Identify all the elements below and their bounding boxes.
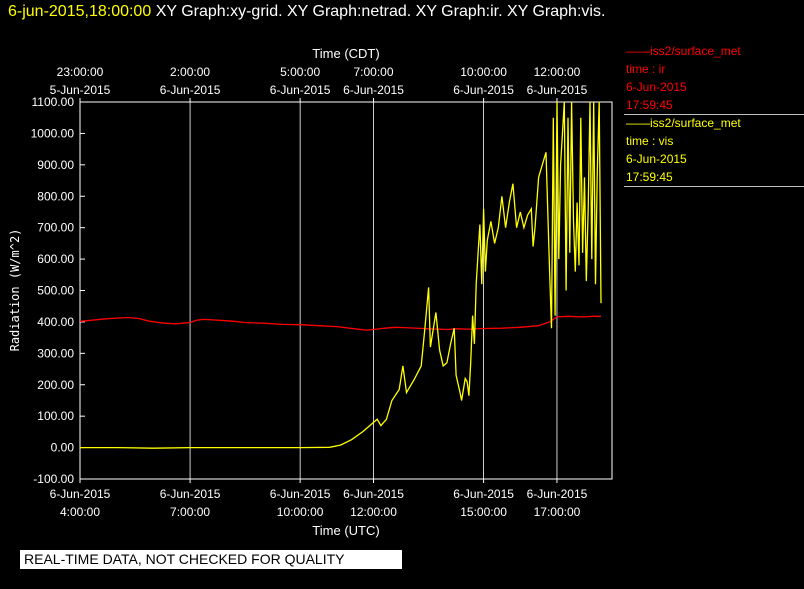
plot-frame [79,101,613,480]
legend-vis-station: iss2/surface_met [650,116,741,130]
bottom-tick-date: 6-Jun-2015 [50,487,111,501]
x-axis-title: Time (UTC) [312,523,379,538]
legend-vis-date: 6-Jun-2015 [626,152,687,166]
y-tick-label: 1100.00 [32,95,75,109]
legend-ir-variable: time : ir [626,62,666,76]
top-tick-time: 2:00:00 [170,65,210,79]
bottom-tick-time: 15:00:00 [460,505,507,519]
bottom-tick-date: 6-Jun-2015 [270,487,331,501]
y-tick-label: -100.00 [33,472,74,486]
bottom-tick-date: 6-Jun-2015 [527,487,588,501]
top-tick-date: 6-Jun-2015 [160,83,221,97]
top-tick-time: 5:00:00 [280,65,320,79]
series-line-ir [80,315,601,331]
y-tick-label: 400.00 [37,315,74,329]
legend-ir: ——iss2/surface_met time : ir 6-Jun-2015 … [626,44,741,112]
top-tick-date: 6-Jun-2015 [527,83,588,97]
y-tick-label: 300.00 [37,346,74,360]
top-tick-date: 6-Jun-2015 [453,83,514,97]
top-tick-time: 7:00:00 [353,65,393,79]
bottom-tick-time: 17:00:00 [534,505,581,519]
legend-ir-station: iss2/surface_met [650,44,741,58]
x-axis-title-top: Time (CDT) [312,46,379,61]
legend-vis-time: 17:59:45 [626,170,673,184]
quality-notice: REAL-TIME DATA, NOT CHECKED FOR QUALITY [20,550,402,569]
series-line-vis [80,102,602,449]
top-tick-date: 5-Jun-2015 [50,83,111,97]
top-tick-time: 23:00:00 [57,65,104,79]
top-tick-date: 6-Jun-2015 [343,83,404,97]
legend-divider [624,186,804,187]
bottom-tick-date: 6-Jun-2015 [343,487,404,501]
legend-vis: ——iss2/surface_met time : vis 6-Jun-2015… [626,116,741,184]
bottom-tick-time: 7:00:00 [170,505,210,519]
y-tick-label: 100.00 [37,409,74,423]
y-tick-label: 800.00 [37,189,74,203]
legend-divider [624,114,804,115]
y-tick-label: 600.00 [37,252,74,266]
top-tick-time: 10:00:00 [460,65,507,79]
legend-ir-time: 17:59:45 [626,98,673,112]
y-tick-label: 700.00 [37,221,74,235]
bottom-tick-time: 4:00:00 [60,505,100,519]
header-timestamp: 6-jun-2015,18:00:00 [8,3,152,20]
bottom-tick-date: 6-Jun-2015 [160,487,221,501]
y-axis-title: Radiation (W/m^2) [8,229,22,352]
top-tick-date: 6-Jun-2015 [270,83,331,97]
header-graphs: XY Graph:xy-grid. XY Graph:netrad. XY Gr… [155,3,606,20]
y-tick-label: 1000.00 [31,126,75,140]
y-tick-label: 0.00 [51,441,75,455]
y-tick-label: 900.00 [37,158,74,172]
bottom-tick-time: 12:00:00 [350,505,397,519]
bottom-tick-time: 10:00:00 [277,505,324,519]
y-tick-label: 200.00 [37,378,74,392]
legend-ir-date: 6-Jun-2015 [626,80,687,94]
header-title: 6-jun-2015,18:00:00 XY Graph:xy-grid. XY… [8,3,605,21]
top-tick-time: 12:00:00 [534,65,581,79]
y-tick-label: 500.00 [37,284,74,298]
legend-vis-variable: time : vis [626,134,674,148]
bottom-tick-date: 6-Jun-2015 [453,487,514,501]
